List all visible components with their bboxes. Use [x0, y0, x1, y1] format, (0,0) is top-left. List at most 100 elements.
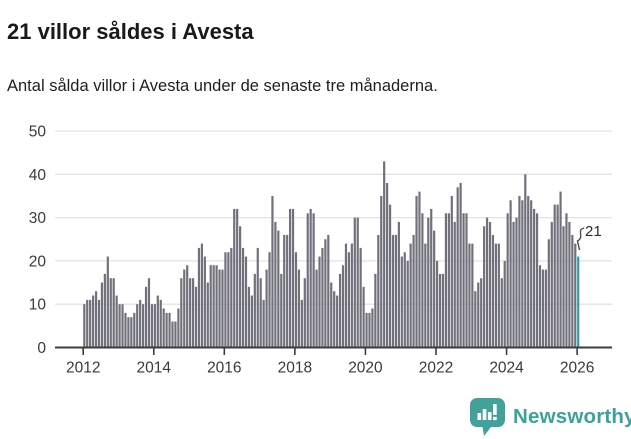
- bar: [371, 308, 374, 348]
- bar: [527, 195, 530, 348]
- bar: [200, 243, 203, 348]
- bar: [438, 273, 442, 348]
- bar: [500, 278, 503, 348]
- bar: [321, 247, 324, 348]
- chart-subtitle: Antal sålda villor i Avesta under de sen…: [7, 76, 438, 95]
- bar: [533, 208, 536, 348]
- bar: [212, 265, 215, 348]
- bar: [283, 234, 286, 348]
- bar: [418, 191, 421, 348]
- bar: [353, 217, 356, 348]
- bar: [130, 317, 133, 348]
- bar: [397, 221, 400, 348]
- bar: [409, 243, 412, 348]
- bar: [341, 265, 345, 348]
- bar: [233, 208, 236, 348]
- bar: [441, 273, 445, 348]
- bar: [515, 217, 518, 348]
- bar: [447, 213, 450, 348]
- bar: [550, 221, 553, 348]
- bar: [509, 200, 512, 348]
- bar: [106, 256, 109, 348]
- bar: [265, 269, 268, 348]
- logo-bar-1: [477, 413, 482, 420]
- bar: [180, 278, 183, 348]
- bar: [421, 213, 424, 348]
- y-tick-label: 30: [29, 210, 47, 227]
- bar: [547, 239, 550, 348]
- bar: [191, 278, 195, 348]
- bar: [330, 282, 333, 348]
- bar: [209, 265, 212, 348]
- bar: [250, 295, 253, 348]
- bar: [544, 269, 547, 348]
- bar: [124, 312, 127, 348]
- bar: [347, 252, 350, 348]
- bar: [94, 291, 98, 348]
- bar: [565, 213, 568, 348]
- bar: [318, 256, 321, 348]
- bar: [394, 234, 398, 348]
- bar: [139, 299, 142, 348]
- bar: [109, 278, 112, 348]
- bar: [518, 195, 521, 348]
- bar: [574, 243, 577, 348]
- bar: [462, 213, 465, 348]
- bar: [189, 278, 192, 348]
- x-tick-label: 2024: [489, 360, 524, 377]
- bar: [277, 230, 280, 348]
- logo-bar-3: [487, 412, 492, 420]
- bar: [218, 269, 221, 348]
- bar: [444, 213, 448, 348]
- x-tick-label: 2020: [348, 360, 383, 377]
- bar: [89, 299, 92, 348]
- newsworthy-logo[interactable]: Newsworthy: [469, 397, 631, 437]
- bar: [256, 247, 259, 348]
- bar: [262, 299, 265, 348]
- bar: [350, 243, 353, 348]
- bar: [453, 221, 456, 348]
- last-value-annotation: 21: [585, 223, 602, 240]
- bar: [312, 213, 315, 348]
- logo-exclamation-stem: [493, 404, 497, 415]
- y-tick-label: 0: [37, 340, 46, 357]
- bar: [271, 195, 274, 348]
- bar: [391, 234, 395, 348]
- bar: [568, 221, 571, 348]
- bar: [541, 269, 545, 348]
- bar: [177, 308, 180, 348]
- x-tick-label: 2016: [207, 360, 241, 377]
- bar: [112, 278, 115, 348]
- bar: [497, 243, 500, 348]
- bar: [374, 273, 377, 348]
- bar: [365, 312, 368, 348]
- bar: [465, 213, 468, 348]
- bar: [144, 286, 148, 348]
- x-tick-label: 2014: [137, 360, 172, 377]
- bar: [327, 234, 330, 348]
- bar: [247, 286, 251, 348]
- bar: [362, 286, 365, 348]
- bar: [289, 208, 292, 348]
- bar: [156, 295, 159, 348]
- bar: [206, 282, 209, 348]
- annotation-leader-line: [576, 227, 585, 251]
- x-tick-label: 2012: [66, 360, 100, 377]
- bar: [147, 278, 151, 348]
- bar: [530, 200, 533, 348]
- bar: [521, 200, 524, 348]
- bar: [430, 208, 433, 348]
- logo-exclamation-dot: [493, 416, 497, 421]
- x-tick-label: 2018: [278, 360, 312, 377]
- bar: [239, 226, 242, 348]
- bar: [244, 256, 248, 348]
- bar: [92, 295, 95, 348]
- bar: [344, 243, 348, 348]
- bar: [197, 247, 201, 348]
- bar: [103, 273, 106, 348]
- bar: [280, 273, 283, 348]
- bar: [297, 269, 301, 348]
- bar: [406, 260, 409, 348]
- bar: [503, 260, 506, 348]
- bar: [121, 304, 124, 348]
